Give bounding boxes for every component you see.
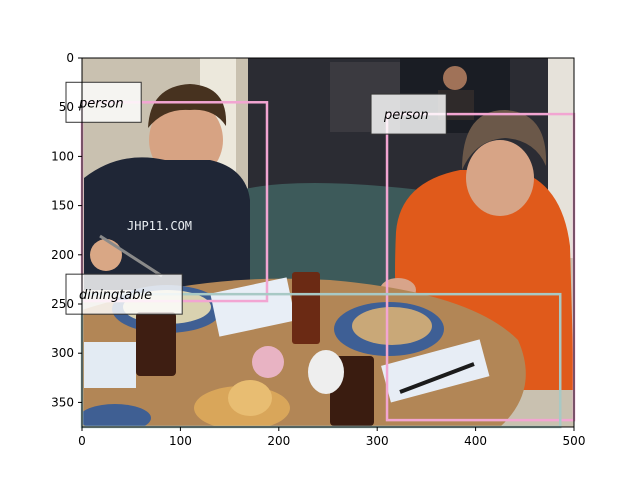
fork — [99, 234, 163, 278]
detection-label-box — [65, 273, 183, 315]
photo: JHP11.COM — [82, 58, 574, 427]
glass-tea-left — [136, 312, 176, 376]
x-axis: 0 100 200 300 400 500 — [78, 427, 585, 448]
y-tick-label: 50 — [59, 100, 74, 114]
bread-roll — [228, 380, 272, 416]
napkin-left — [210, 277, 296, 337]
x-tick-label: 200 — [267, 434, 290, 448]
x-tick-label: 300 — [366, 434, 389, 448]
left-person-hand — [90, 239, 122, 271]
x-tick-label: 400 — [464, 434, 487, 448]
tv-person-head — [443, 66, 467, 90]
shirt-print: JHP11.COM — [127, 219, 192, 233]
right-person-face — [466, 140, 534, 216]
napkin-corner — [84, 342, 136, 388]
cup-white — [308, 350, 344, 394]
detection-label-box — [370, 93, 447, 135]
food-right — [352, 307, 432, 345]
right-person-hair — [462, 110, 547, 170]
x-tick-label: 0 — [78, 434, 86, 448]
x-tick-label: 500 — [563, 434, 586, 448]
x-tick-label: 100 — [169, 434, 192, 448]
y-tick-label: 0 — [66, 51, 74, 65]
glass-tea-middle — [292, 272, 320, 344]
candle-holder — [252, 346, 284, 378]
knife — [399, 362, 475, 394]
y-tick-label: 350 — [51, 395, 74, 409]
y-tick-label: 300 — [51, 346, 74, 360]
detections-layer: person person diningtable — [65, 81, 576, 429]
napkin-right — [381, 339, 490, 403]
axes-frame — [81, 57, 575, 428]
y-tick-label: 100 — [51, 149, 74, 163]
y-tick-label: 250 — [51, 297, 74, 311]
left-person-hair — [148, 84, 227, 128]
sofa — [240, 183, 430, 300]
left-person-shirt — [84, 157, 250, 290]
plate-front — [82, 404, 151, 427]
detection-label-box — [65, 81, 142, 123]
detection-label: diningtable — [79, 288, 152, 303]
detection-label: person — [78, 96, 124, 111]
y-tick-label: 150 — [51, 199, 74, 213]
detection-label: person — [383, 108, 429, 123]
y-axis: 0 50 100 150 200 250 300 350 — [51, 51, 82, 409]
y-tick-label: 200 — [51, 248, 74, 262]
